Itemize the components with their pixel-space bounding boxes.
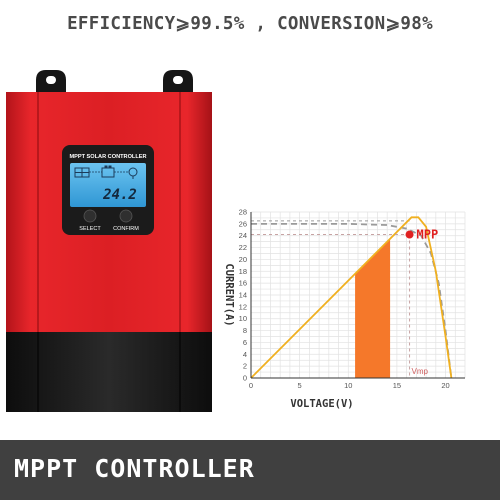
y-tick-label: 6 xyxy=(243,338,247,347)
y-tick-label: 2 xyxy=(243,362,247,371)
y-tick-label: 4 xyxy=(243,350,247,359)
x-axis-label: VOLTAGE(V) xyxy=(290,398,353,410)
select-button-label: SELECT xyxy=(79,226,101,232)
y-tick-label: 0 xyxy=(243,374,247,383)
y-axis-label: CURRENT(A) xyxy=(223,263,235,326)
y-tick-label: 8 xyxy=(243,326,247,335)
mpp-point xyxy=(405,230,414,239)
x-tick-label: 15 xyxy=(393,381,401,390)
mounting-tab-right xyxy=(163,70,193,92)
y-tick-label: 28 xyxy=(239,208,247,217)
x-tick-label: 10 xyxy=(344,381,352,390)
load-icon xyxy=(128,167,138,179)
select-button[interactable] xyxy=(83,209,97,223)
device-base xyxy=(6,332,212,412)
power-curve-line xyxy=(250,216,453,379)
y-tick-label: 22 xyxy=(239,243,247,252)
y-tick-label: 20 xyxy=(239,255,247,264)
x-tick-label: 0 xyxy=(249,381,253,390)
x-tick-label: 5 xyxy=(298,381,302,390)
x-tick-labels: 0 5 10 15 20 xyxy=(249,381,450,390)
mpp-label: MPP xyxy=(417,228,439,242)
vmp-label: Vmp xyxy=(412,367,429,376)
y-tick-label: 10 xyxy=(239,314,247,323)
y-tick-label: 26 xyxy=(239,219,247,228)
y-tick-label: 16 xyxy=(239,279,247,288)
confirm-button-label: CONFIRM xyxy=(113,226,139,232)
x-tick-label: 20 xyxy=(441,381,449,390)
footer-bar: MPPT CONTROLLER xyxy=(0,440,500,500)
lcd-reading: 24.2 xyxy=(102,187,137,203)
y-tick-label: 24 xyxy=(239,231,247,240)
solar-panel-icon xyxy=(74,167,90,178)
battery-icon xyxy=(101,165,115,178)
headline: EFFICIENCY⩾99.5% , CONVERSION⩾98% xyxy=(67,14,433,34)
shaded-region xyxy=(355,238,391,378)
panel-label: MPPT SOLAR CONTROLLER xyxy=(69,154,146,160)
mounting-tab-left xyxy=(36,70,66,92)
y-tick-label: 18 xyxy=(239,267,247,276)
solar-controller-device: MPPT SOLAR CONTROLLER 24.2 SELECT CONFIR… xyxy=(6,70,212,412)
confirm-button[interactable] xyxy=(119,209,133,223)
y-tick-label: 14 xyxy=(239,291,247,300)
y-tick-label: 12 xyxy=(239,302,247,311)
iv-curve-line xyxy=(251,222,453,379)
footer-title: MPPT CONTROLLER xyxy=(14,454,255,483)
